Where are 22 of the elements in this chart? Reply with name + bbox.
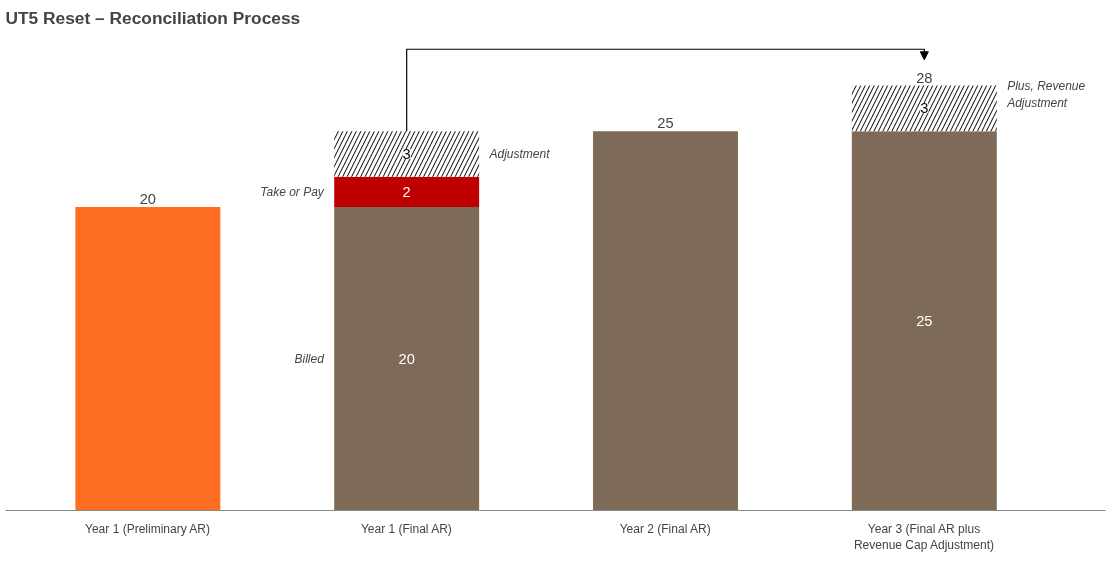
bar [75, 207, 221, 511]
bar [851, 131, 997, 511]
x-tick-label: Year 2 (Final AR) [619, 521, 711, 536]
bar [593, 131, 738, 511]
chart-title: UT5 Reset – Reconciliation Process [5, 7, 301, 28]
data-label: 3 [402, 145, 411, 162]
x-tick-label: Year 3 (Final AR plus Revenue Cap Adjustment) [853, 521, 995, 553]
annotation: Plus, Revenue Adjustment [1006, 79, 1086, 111]
annotation: Take or Pay [260, 184, 325, 199]
annotation: Adjustment [488, 146, 551, 161]
total-label: 20 [139, 191, 157, 208]
bar [334, 207, 480, 511]
annotation: Billed [294, 351, 325, 366]
bar [334, 176, 480, 208]
data-label: 2 [402, 183, 411, 200]
total-label: 28 [916, 69, 933, 86]
data-label: 25 [916, 312, 933, 329]
total-label: 25 [657, 115, 674, 132]
x-tick-label: Year 1 (Final AR) [360, 521, 452, 536]
x-tick-label: Year 1 (Preliminary AR) [85, 521, 210, 536]
data-label: 3 [920, 100, 929, 117]
data-label: 20 [398, 350, 415, 367]
